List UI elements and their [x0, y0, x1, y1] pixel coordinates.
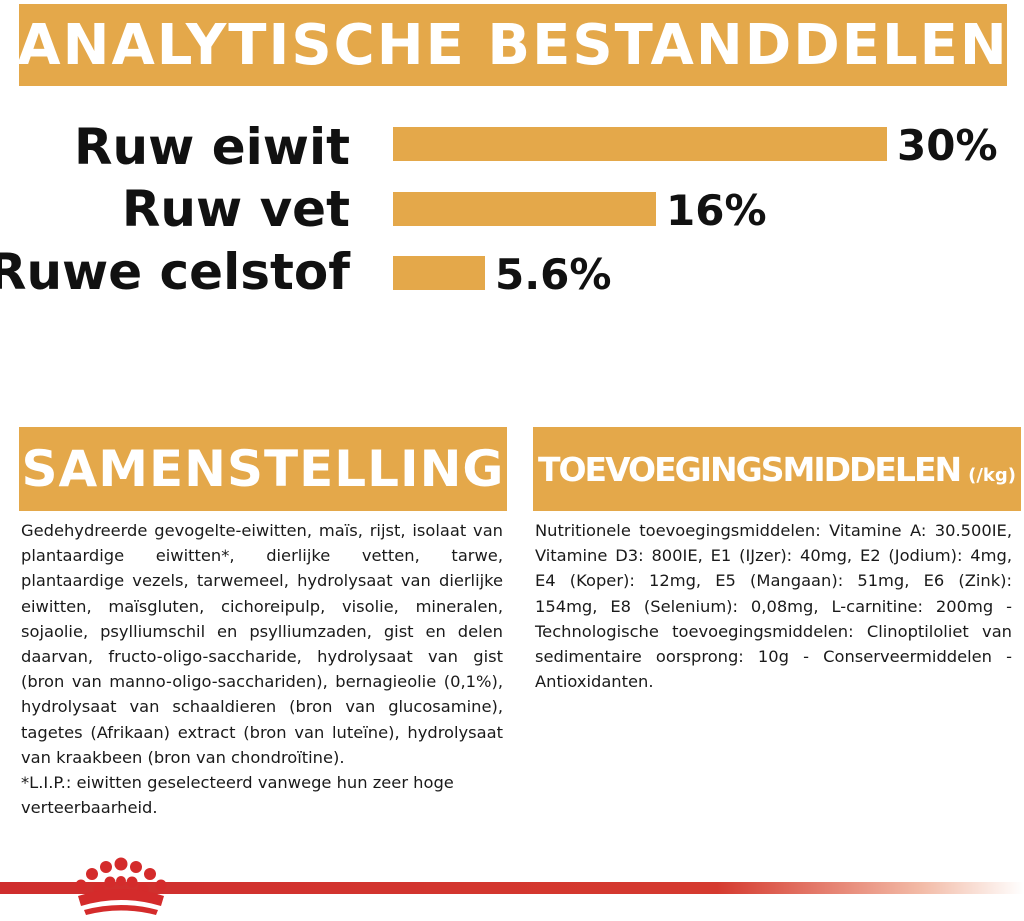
nutrient-bar-fat	[393, 192, 656, 226]
toevoegingsmiddelen-paragraph: Nutritionele toevoegingsmiddelen: Vitami…	[535, 521, 1012, 692]
nutrient-label-fat: Ruw vet	[121, 180, 350, 238]
nutrient-value-fiber: 5.6%	[495, 250, 612, 299]
analytic-title-banner: ANALYTISCHE BESTANDDELEN	[19, 4, 1007, 86]
toevoegingsmiddelen-unit: (/kg)	[968, 464, 1017, 486]
royal-canin-crown-icon	[75, 857, 167, 915]
nutrient-label-fiber: Ruwe celstof	[0, 243, 350, 301]
samenstelling-title: SAMENSTELLING	[21, 440, 505, 498]
samenstelling-ingredients: Gedehydreerde gevogelte-eiwitten, maïs, …	[21, 521, 503, 767]
nutrient-value-fat: 16%	[666, 186, 767, 235]
nutrient-value-protein: 30%	[897, 121, 998, 170]
samenstelling-paragraph: Gedehydreerde gevogelte-eiwitten, maïs, …	[21, 518, 503, 820]
analytic-title: ANALYTISCHE BESTANDDELEN	[19, 12, 1007, 78]
samenstelling-footnote: *L.I.P.: eiwitten geselecteerd vanwege h…	[21, 773, 454, 818]
toevoegingsmiddelen-title: TOEVOEGINGSMIDDELEN	[537, 449, 962, 489]
samenstelling-title-banner: SAMENSTELLING	[19, 427, 507, 511]
footer-stripe	[0, 882, 1024, 894]
nutrient-bar-fiber	[393, 256, 485, 290]
toevoegingsmiddelen-title-banner: TOEVOEGINGSMIDDELEN (/kg)	[533, 427, 1021, 511]
nutrient-bar-protein	[393, 127, 887, 161]
nutrient-label-protein: Ruw eiwit	[74, 118, 350, 176]
